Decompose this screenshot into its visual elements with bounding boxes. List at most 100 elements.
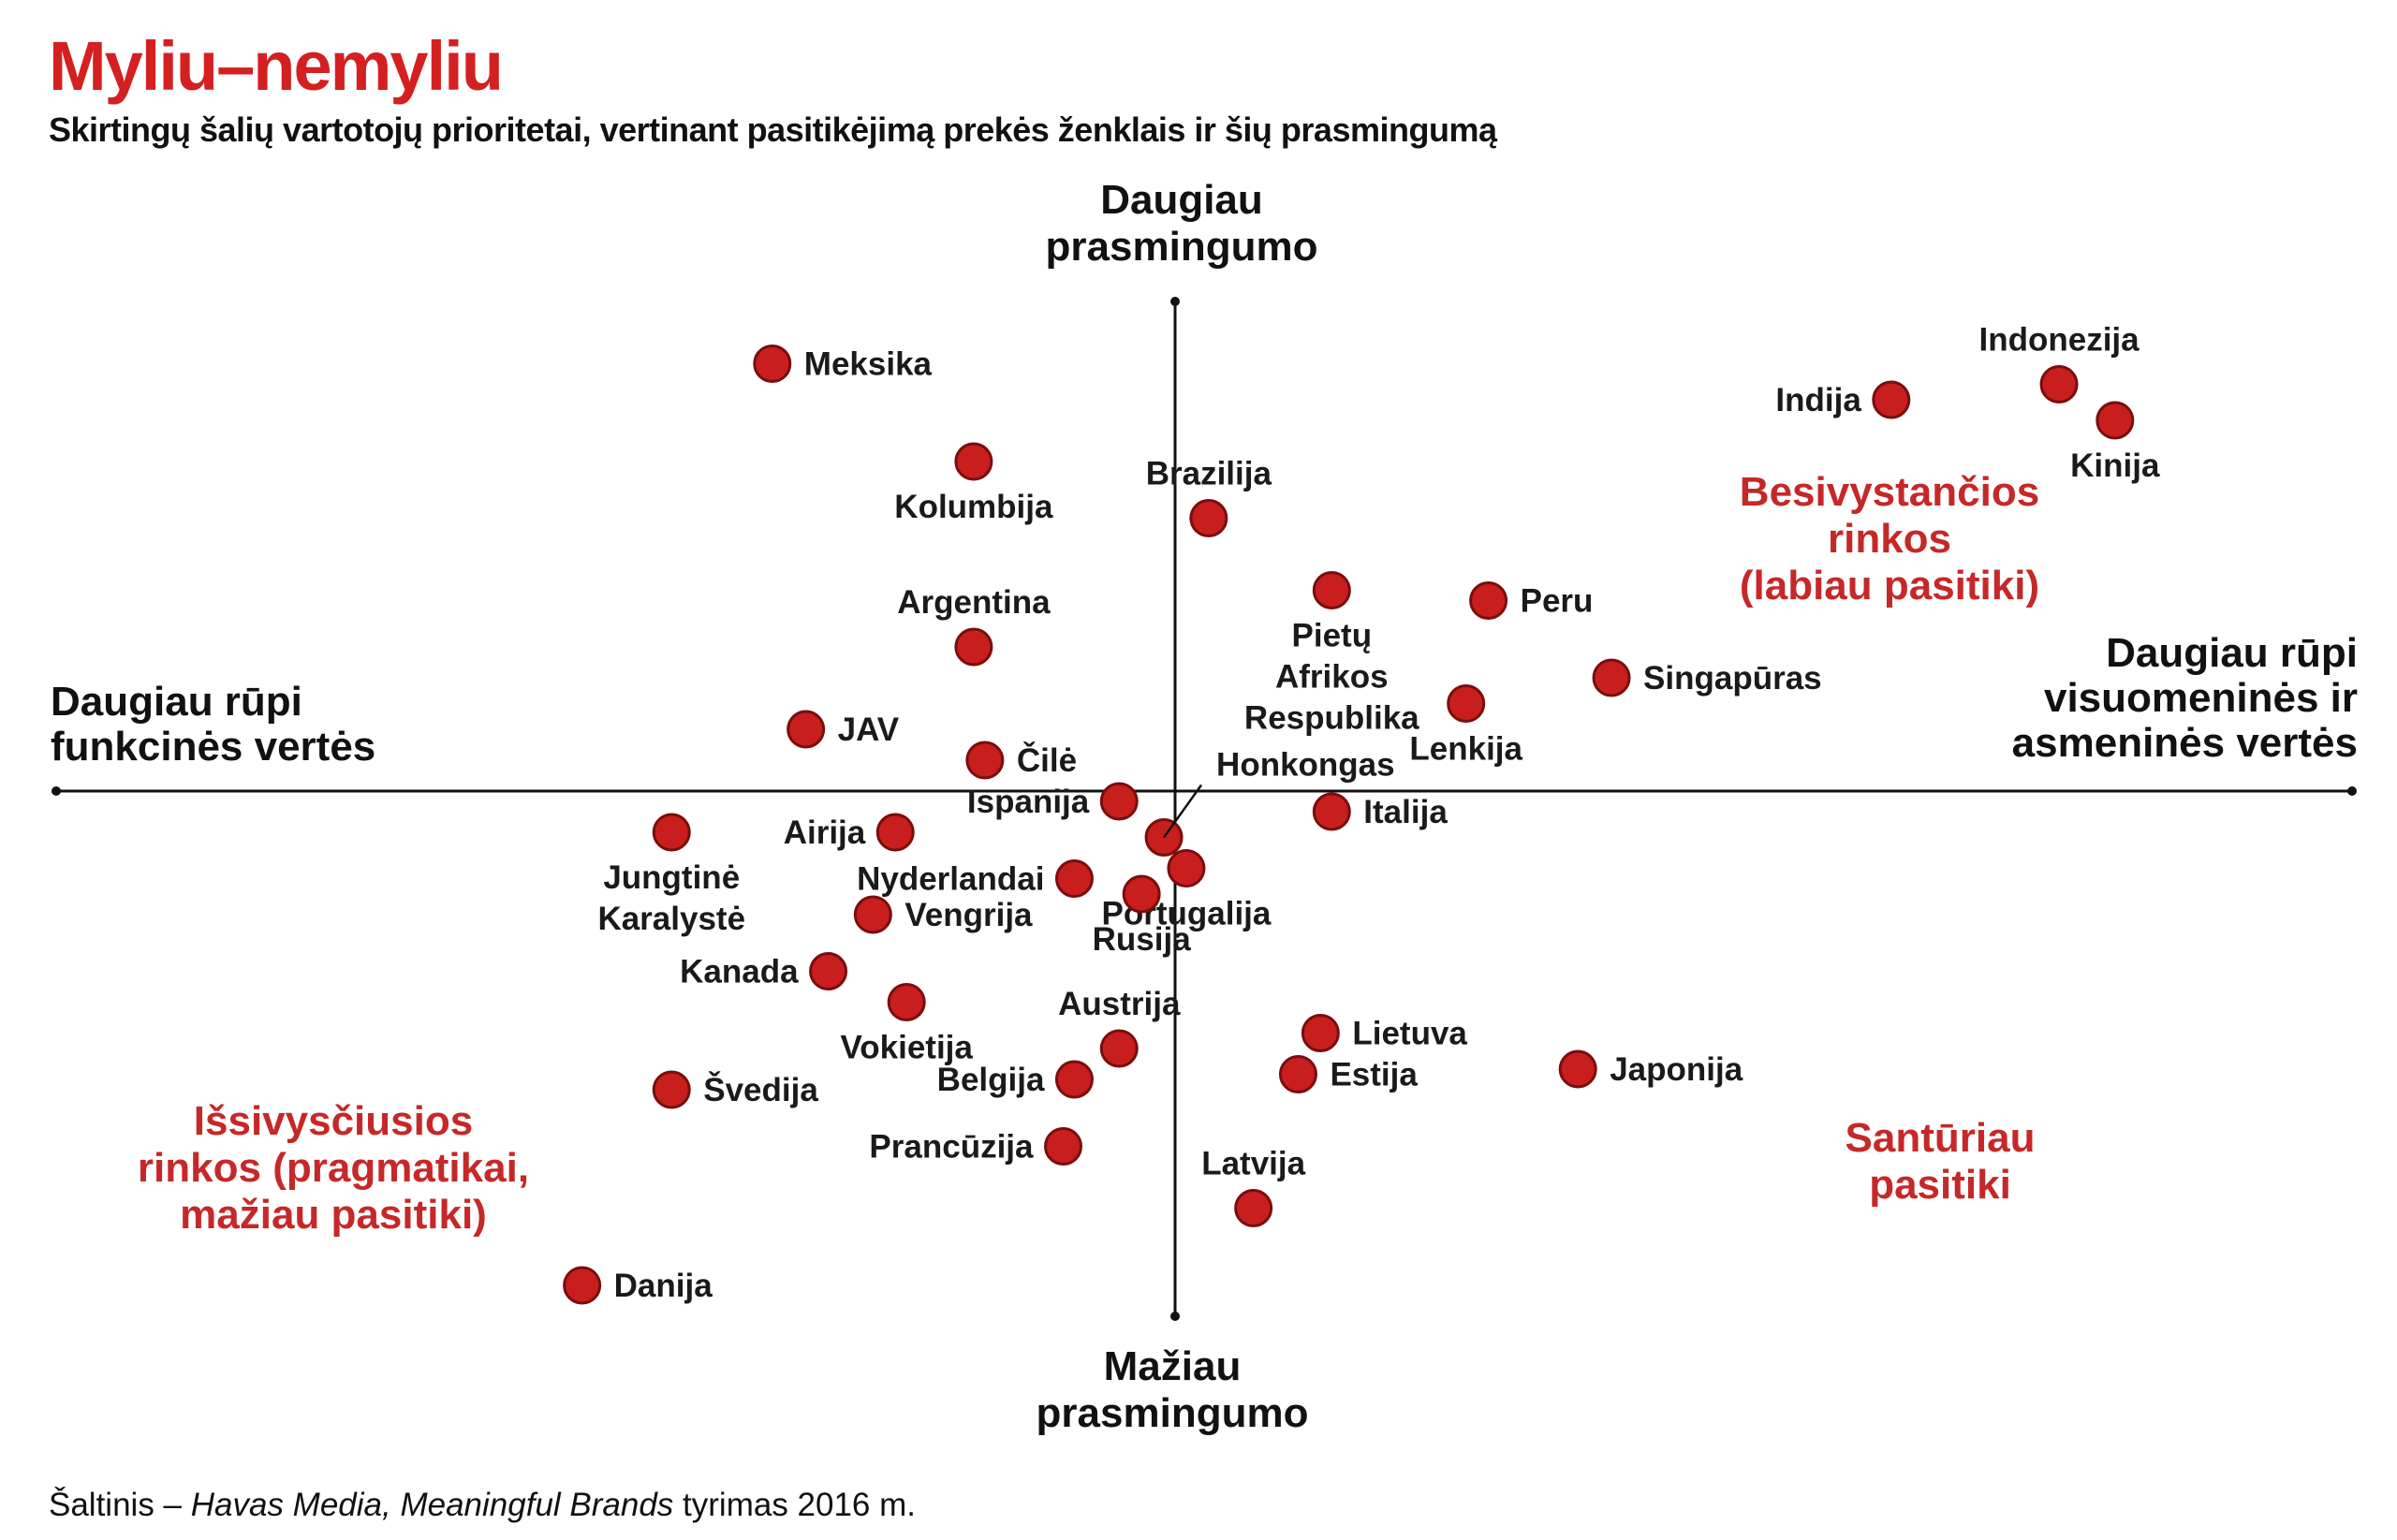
source-note: Šaltinis – Havas Media, Meaningful Brand…	[49, 1487, 916, 1524]
point-marker	[1167, 849, 1206, 887]
point-marker	[753, 345, 792, 383]
point-marker	[1558, 1049, 1597, 1089]
axis-label-right: Daugiau rūpi visuomeninės ir asmeninės ver…	[2012, 630, 2358, 766]
data-point: Nyderlandai	[857, 859, 1094, 898]
point-label: Japonija	[1610, 1051, 1743, 1088]
point-label: Kolumbija	[894, 489, 1053, 525]
source-suffix: tyrimas 2016 m.	[673, 1487, 917, 1523]
point-marker	[1278, 1055, 1317, 1093]
quadrant-label-top-right: Besivystančios rinkos (labiau pasitiki)	[1740, 469, 2039, 609]
point-label: Kinija	[2070, 447, 2160, 484]
point-label: Brazilija	[1146, 456, 1272, 492]
axis-label-bottom-line: Mažiau	[1104, 1343, 1242, 1389]
axis-label-left-line: Daugiau rūpi	[51, 679, 302, 725]
point-label-line: Singapūras	[1643, 660, 1822, 697]
point-label: Peru	[1521, 583, 1594, 620]
point-label-line: Lietuva	[1352, 1016, 1467, 1052]
point-label: Vokietija	[841, 1030, 974, 1066]
point-label-line: Italija	[1363, 794, 1448, 830]
data-point: Švedija	[652, 1070, 818, 1109]
point-marker	[1234, 1189, 1273, 1227]
point-label: Jungtinė Karalystė	[597, 859, 745, 937]
data-point: Jungtinė Karalystė	[597, 813, 745, 937]
data-point: Prancūzija	[869, 1127, 1082, 1166]
data-point: Lenkija	[1409, 684, 1523, 768]
data-point: Meksika	[753, 345, 933, 383]
point-label: Ispanija	[967, 784, 1090, 820]
data-point: Italija	[1312, 792, 1448, 831]
data-point: Kolumbija	[894, 442, 1053, 525]
point-label: Singapūras	[1643, 660, 1822, 697]
point-label: Airija	[784, 814, 866, 851]
axis-label-right-line: Daugiau rūpi	[2106, 630, 2358, 676]
axis-label-left: Daugiau rūpi funkcinės vertės	[51, 679, 375, 770]
quadrant-label-top-right-line: (labiau pasitiki)	[1740, 563, 2039, 609]
point-label-line: Rusija	[1093, 921, 1192, 958]
point-label-line: Prancūzija	[869, 1129, 1034, 1166]
point-marker	[1469, 581, 1508, 620]
point-label-line: Švedija	[703, 1071, 818, 1108]
quadrant-label-top-right-line: Besivystančios	[1740, 469, 2039, 515]
point-label-line: Karalystė	[597, 901, 745, 937]
point-label-line: Ispanija	[967, 784, 1090, 820]
axis-label-top-line: Daugiau	[1100, 177, 1263, 223]
point-label: Rusija	[1093, 921, 1192, 958]
data-point: Ispanija	[967, 782, 1139, 821]
data-point: Belgija	[937, 1060, 1094, 1099]
point-label-line: Brazilija	[1146, 456, 1272, 492]
point-label: Švedija	[703, 1071, 818, 1108]
point-label: Meksika	[804, 346, 933, 383]
quadrant-label-bottom-left-line: Išsivysčiusios	[194, 1098, 473, 1144]
source-italic: Havas Media, Meaningful Brands	[190, 1487, 674, 1523]
point-label: Lietuva	[1352, 1016, 1467, 1052]
point-marker	[1872, 380, 1911, 419]
data-point: Japonija	[1558, 1049, 1743, 1089]
point-label-line: Pietų	[1292, 618, 1373, 654]
axis-end-dot	[1170, 1312, 1180, 1321]
point-label-line: Airija	[784, 814, 866, 851]
data-point: Pietų Afrikos Respublika	[1244, 571, 1419, 737]
point-marker	[1099, 782, 1139, 821]
point-marker	[2096, 401, 2135, 440]
data-point: Estija	[1278, 1055, 1418, 1093]
data-point: Rusija	[1093, 874, 1192, 958]
data-point: Brazilija	[1146, 456, 1272, 537]
point-label-line: Vengrija	[904, 897, 1033, 933]
point-marker	[652, 813, 691, 852]
chart-subtitle: Skirtingų šalių vartotojų prioritetai, v…	[49, 110, 1497, 149]
point-marker	[1122, 874, 1161, 914]
point-marker	[875, 813, 915, 852]
data-point: Singapūras	[1592, 658, 1822, 697]
quadrant-label-bottom-left-line: rinkos (pragmatikai,	[138, 1145, 529, 1191]
point-label-line: Meksika	[804, 346, 933, 383]
point-marker	[1312, 792, 1351, 831]
quadrant-label-bottom-right-line: Santūriau	[1846, 1115, 2036, 1161]
point-label: Belgija	[937, 1062, 1045, 1098]
data-point: Lietuva	[1301, 1014, 1467, 1052]
point-label-line: Argentina	[897, 584, 1051, 621]
axis-label-right-line: asmeninės vertės	[2012, 720, 2358, 766]
point-label-line: Estija	[1330, 1057, 1418, 1093]
point-label-line: Afrikos	[1275, 659, 1389, 696]
data-point: Airija	[784, 813, 915, 852]
data-point: Vengrija	[853, 895, 1033, 934]
data-point: Kinija	[2070, 401, 2160, 484]
point-label: Prancūzija	[869, 1129, 1034, 1166]
point-label: Kanada	[680, 954, 799, 990]
point-label: Italija	[1363, 794, 1448, 830]
point-label: JAV	[838, 711, 900, 748]
point-label: Nyderlandai	[857, 861, 1044, 898]
point-label-line: Honkongas	[1216, 747, 1395, 784]
point-label: Čilė	[1017, 741, 1077, 779]
axis-end-dot	[2347, 786, 2357, 796]
data-point: Vokietija	[841, 983, 974, 1066]
data-point: Kanada	[680, 952, 848, 990]
point-label-line: Peru	[1521, 583, 1594, 620]
point-label-line: Austrija	[1058, 986, 1181, 1022]
point-marker	[965, 741, 1005, 780]
axis-label-right-line: visuomeninės ir	[2044, 675, 2358, 721]
point-label: Vengrija	[904, 897, 1033, 933]
point-marker	[1301, 1014, 1340, 1052]
axis-end-dot	[1170, 297, 1180, 306]
